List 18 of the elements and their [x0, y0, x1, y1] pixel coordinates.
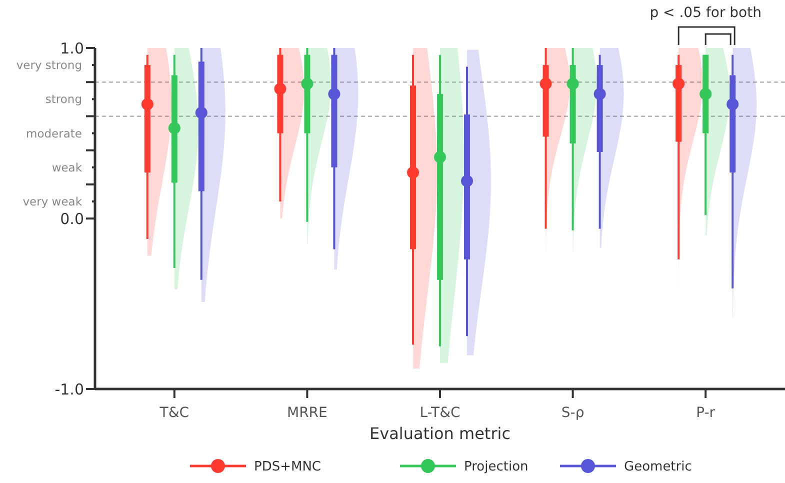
x-tick-label: S-ρ [561, 405, 584, 421]
x-tick-label: MRRE [287, 405, 328, 421]
y-tick-label: 0.0 [60, 210, 84, 228]
text: p < .05 for both [650, 5, 762, 21]
legend-label: PDS+MNC [254, 460, 322, 475]
y-tick-label: very weak [22, 194, 82, 208]
x-axis-title: Evaluation metric [369, 424, 511, 443]
legend-label: Projection [464, 460, 528, 475]
y-tick-label: very strong [16, 58, 82, 72]
x-tick-label: T&C [158, 405, 190, 421]
y-tick-label: moderate [26, 126, 82, 140]
x-tick-label: P-r [696, 405, 716, 421]
legend-label: Geometric [624, 460, 692, 475]
x-tick-label: L-T&C [420, 405, 460, 421]
y-tick-label: 1.0 [60, 39, 84, 58]
y-tick-label: -1.0 [54, 380, 84, 398]
y-tick-label: strong [45, 92, 82, 106]
y-tick-label: weak [52, 160, 82, 174]
